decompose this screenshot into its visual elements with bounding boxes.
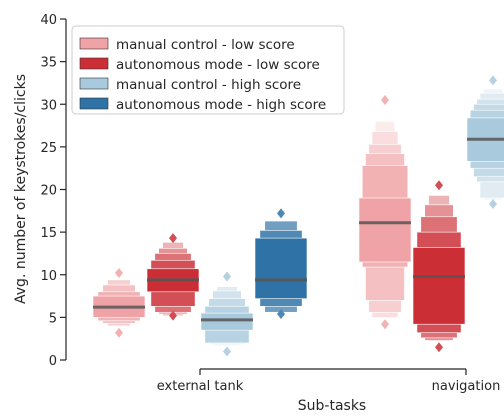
box-level [255,238,307,299]
box-group [201,271,253,356]
y-tick-label: 30 [40,98,57,113]
legend-label: manual control - low score [116,37,295,53]
outlier-marker [169,233,177,243]
outlier-marker [277,208,285,218]
box-group [147,233,199,321]
y-tick-label: 40 [40,13,57,28]
box-group [93,268,145,338]
outlier-marker [489,75,497,85]
box-level [201,313,253,330]
outlier-marker [435,342,443,352]
legend-swatch [80,78,108,89]
outlier-marker [381,319,389,329]
x-tick-label: external tank [157,379,244,394]
box-level [359,198,411,262]
outlier-marker [381,95,389,105]
box-level [413,247,465,324]
x-tick-label: navigation [432,379,501,394]
legend-swatch [80,98,108,109]
legend-swatch [80,58,108,69]
plot-area [93,75,504,356]
box-group [359,95,411,329]
y-tick-label: 15 [40,226,57,241]
outlier-marker [435,180,443,190]
outlier-marker [115,328,123,338]
y-tick-label: 0 [49,354,57,369]
y-tick-label: 5 [49,311,57,326]
y-tick-label: 35 [40,56,57,71]
outlier-marker [489,199,497,209]
box-group [413,180,465,352]
y-tick-label: 20 [40,184,57,199]
y-axis-label: Avg. number of keystrokes/clicks [13,74,29,304]
legend-label: manual control - high score [116,77,301,93]
legend-label: autonomous mode - low score [116,57,320,73]
legend-label: autonomous mode - high score [116,97,326,113]
legend-swatch [80,38,108,49]
legend: manual control - low score autonomous mod… [72,26,344,114]
y-tick-label: 25 [40,141,57,156]
outlier-marker [115,268,123,278]
x-axis-label: Sub-tasks [298,398,366,414]
outlier-marker [223,271,231,281]
box-group [467,75,504,209]
y-tick-label: 10 [40,269,57,284]
outlier-marker [223,346,231,356]
box-group [255,208,307,319]
